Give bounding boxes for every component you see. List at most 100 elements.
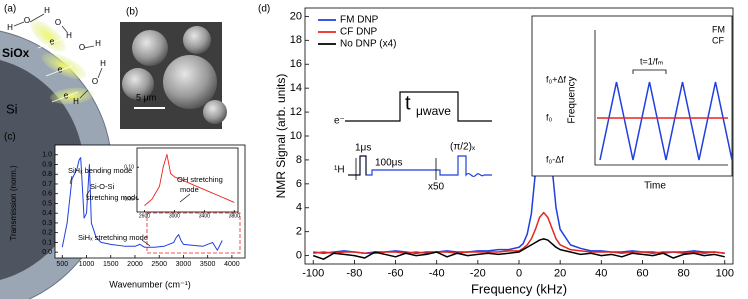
data-line	[313, 211, 725, 254]
y-tick-label: 2	[296, 226, 302, 238]
fm-sweep	[599, 81, 733, 161]
x-tick-label: 3000	[176, 261, 192, 268]
pulse-label: ¹H	[334, 165, 345, 176]
y-tick-label: 18	[290, 34, 302, 46]
atom-label: H	[7, 23, 13, 32]
y-tick-label: 0.0	[42, 249, 52, 256]
x-tick-label: 3800	[229, 214, 240, 220]
x-tick-label: -20	[470, 267, 486, 279]
y-tick-label: 1.0	[42, 152, 52, 159]
data-line	[312, 238, 725, 260]
y-tick-label: 0.4	[42, 210, 52, 217]
annotation: SiHₓ stretching mode	[78, 233, 148, 242]
annotation: OH stretching	[177, 175, 223, 184]
atom-label: H	[66, 31, 72, 40]
annotation: Si-O-Si	[90, 182, 115, 191]
x-tick-label: 3000	[169, 214, 180, 220]
plot-frame	[136, 147, 239, 213]
y-tick-label: 8	[296, 154, 302, 166]
y-tick-label: 0.1	[42, 239, 52, 246]
electron-arrow	[51, 91, 79, 103]
panel-label: (d)	[258, 4, 270, 15]
x-tick-label: 60	[636, 267, 648, 279]
panel-label: (b)	[126, 7, 138, 18]
y-tick-label: 0.2	[42, 230, 52, 237]
x-tick-label: 100	[716, 267, 734, 279]
x-tick-label: 4000	[224, 261, 240, 268]
zoom-box	[146, 212, 241, 254]
x-axis-title: Frequency (kHz)	[471, 281, 567, 296]
y-tick-label: 0.9	[42, 161, 52, 168]
inset-y-title: Frequency	[567, 76, 578, 123]
level-label: f₀	[546, 112, 553, 122]
legend-label: FM DNP	[340, 15, 379, 26]
x-tick-label: 500	[56, 261, 68, 268]
y-tick-label: 20	[290, 10, 302, 22]
y-tick-label: 10	[290, 130, 302, 142]
y-axis-title: Transmission (norm.)	[9, 165, 18, 241]
level-label: f₀+Δf	[546, 74, 567, 84]
y-tick-label: 0	[296, 250, 302, 262]
y-tick-label: 0.5	[42, 200, 52, 207]
pulse-label: 100μs	[375, 158, 402, 169]
y-tick-label: 0.8	[42, 171, 52, 178]
data-line	[61, 157, 223, 251]
pulse-label: μwave	[416, 104, 451, 118]
annotation: SiHₓ bending mode	[68, 166, 132, 175]
plot-area	[137, 148, 238, 212]
scale-bar-label: 5 μm	[136, 92, 156, 102]
atom-label: H	[73, 97, 79, 106]
atom-label: O	[79, 43, 85, 52]
inset-legend-label: CF	[712, 35, 724, 45]
plot-frame	[304, 7, 734, 265]
shell-label: SiOx	[2, 46, 30, 60]
x-tick-label: 1500	[103, 261, 119, 268]
x-tick-label: -100	[302, 267, 324, 279]
annotation-arrow	[141, 239, 151, 247]
pulse-bracket	[355, 158, 437, 180]
inset-frame	[531, 15, 733, 177]
x-tick-label: 20	[554, 267, 566, 279]
x-tick-label: -40	[429, 267, 445, 279]
x-tick-label: 3400	[199, 214, 210, 220]
x-axis-title: Wavenumber (cm⁻¹)	[109, 279, 190, 289]
x-tick-label: 1000	[79, 261, 95, 268]
x-tick-label: 2500	[151, 261, 167, 268]
atom-label: O	[55, 18, 61, 27]
pulse-label: t	[405, 92, 411, 114]
panel-label: (a)	[4, 4, 16, 15]
y-axis-title: NMR Signal (arb. units)	[274, 74, 288, 199]
annotation-arrow	[85, 189, 91, 197]
panel-label: (c)	[4, 132, 16, 143]
x-tick-label: -80	[346, 267, 362, 279]
atom-label: O	[24, 16, 30, 25]
pulse-line	[348, 155, 492, 178]
annotation-arrow	[69, 175, 73, 185]
annotation: mode	[180, 185, 199, 194]
pulse-label: x50	[428, 182, 445, 193]
x-tick-label: 2000	[127, 261, 143, 268]
y-tick-label: 0.6	[42, 191, 52, 198]
annotation-arrow	[179, 193, 191, 203]
core-label: Si	[6, 101, 18, 116]
plot-frame	[54, 144, 246, 259]
electron-label: e	[57, 64, 62, 74]
electron-arrow	[37, 37, 65, 49]
x-tick-label: -60	[388, 267, 404, 279]
x-tick-label: 0	[516, 267, 522, 279]
electron-arrow	[45, 65, 73, 77]
period-bracket	[632, 69, 667, 74]
inset-x-title: Time	[644, 181, 666, 192]
y-tick-label: 0.10	[124, 165, 134, 171]
x-tick-label: 3500	[200, 261, 216, 268]
annotation: stretching mode	[86, 193, 139, 202]
x-tick-label: 80	[677, 267, 689, 279]
y-tick-label: 14	[290, 82, 302, 94]
x-tick-label: 2600	[139, 214, 150, 220]
y-tick-label: 0.05	[124, 197, 134, 203]
y-tick-label: 16	[290, 58, 302, 70]
period-label: t=1/fₘ	[640, 56, 664, 66]
pulse-label: e⁻	[334, 116, 345, 127]
pulse-line	[345, 91, 492, 122]
